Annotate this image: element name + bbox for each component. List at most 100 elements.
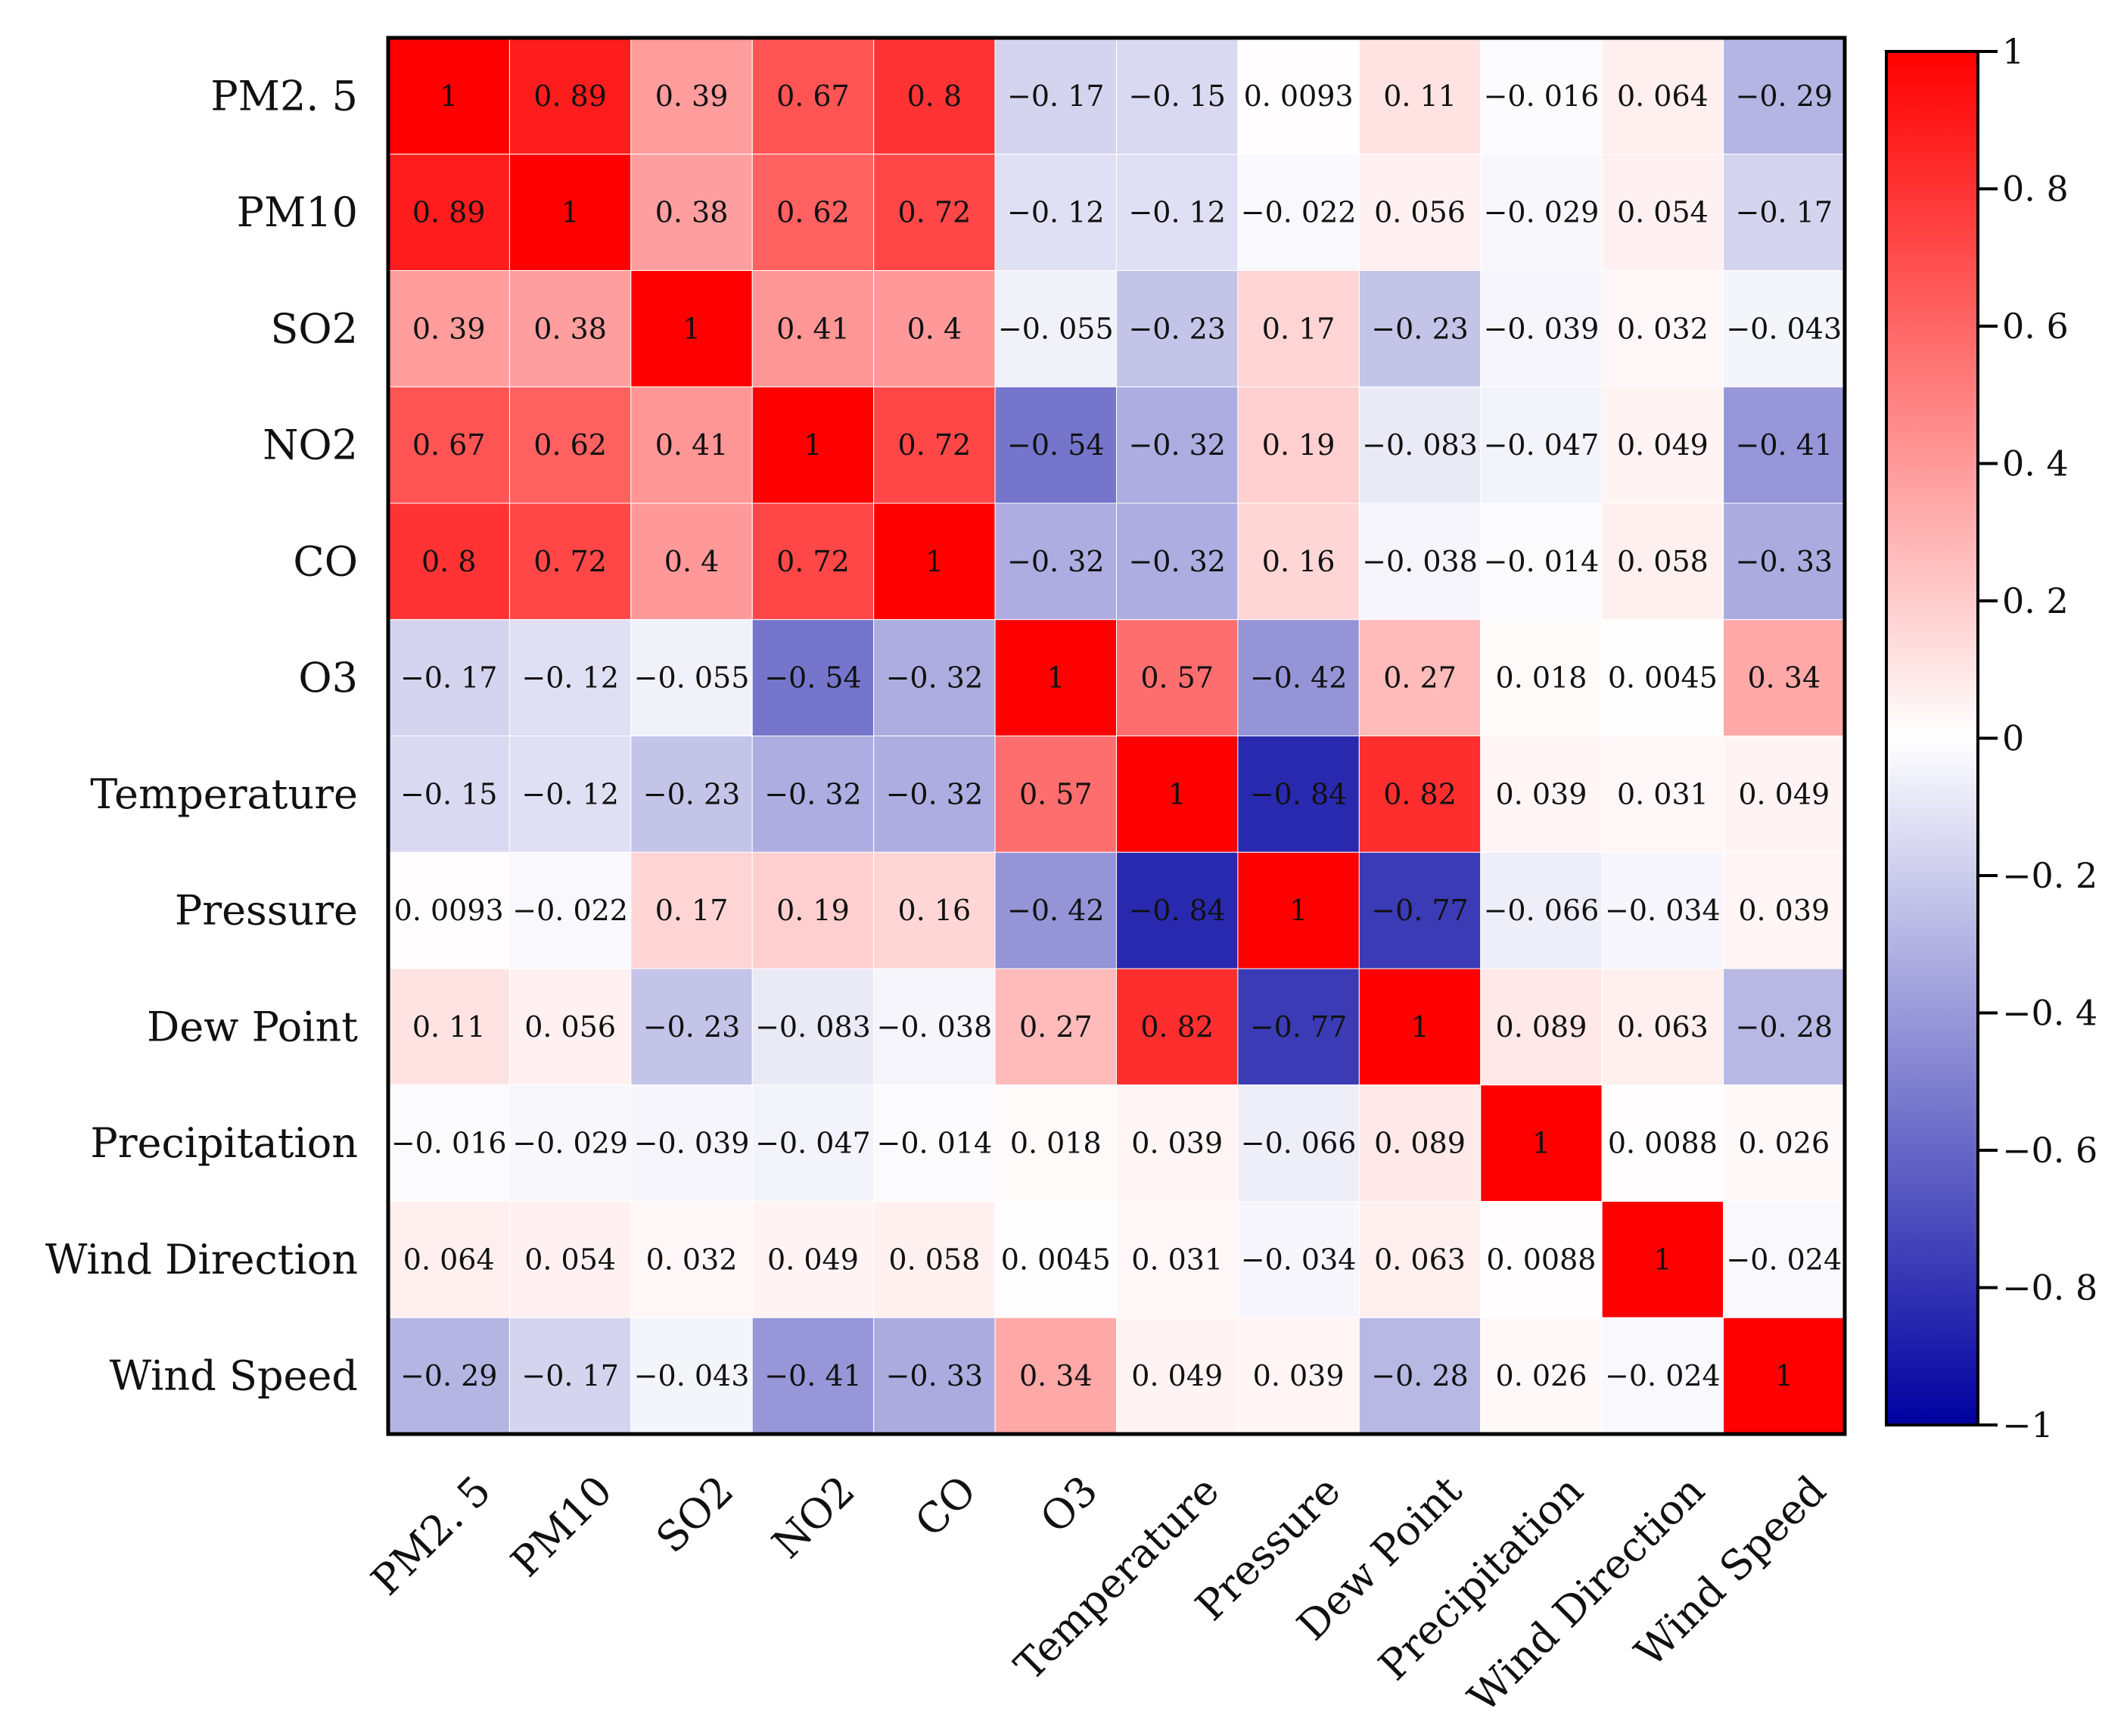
heatmap-cell [873, 270, 996, 387]
cell-value-label: 0. 72 [533, 545, 607, 578]
cell-value-label: −0. 32 [1128, 545, 1226, 578]
cell-value-label: −0. 17 [1007, 79, 1105, 113]
heatmap-cell [1237, 154, 1360, 271]
heatmap-cell [873, 851, 996, 969]
heatmap-cell [508, 968, 632, 1086]
cell-value-label: 0. 026 [1738, 1127, 1830, 1160]
heatmap-cell [1116, 1084, 1239, 1202]
heatmap-cell [1116, 270, 1239, 387]
cell-value-label: 0. 0045 [1001, 1243, 1111, 1276]
row-label: NO2 [263, 422, 358, 469]
cell-value-label: 0. 67 [412, 428, 486, 462]
cell-value-label: −0. 024 [1605, 1359, 1721, 1392]
heatmap-cell [994, 386, 1117, 504]
cell-value-label: 0. 17 [655, 894, 729, 927]
row-label: Temperature [90, 770, 358, 818]
cell-value-label: 0. 049 [1617, 428, 1709, 462]
heatmap-cell [508, 270, 632, 387]
heatmap-cell [751, 968, 875, 1086]
row-label: PM10 [237, 188, 358, 236]
cell-value-label: −0. 84 [1128, 894, 1226, 927]
heatmap-cell [1358, 968, 1482, 1086]
heatmap-cell [1601, 502, 1724, 621]
heatmap-cell [1237, 968, 1360, 1086]
colorbar-tick-label: 0. 4 [2002, 443, 2069, 484]
cell-value-label: 0. 19 [776, 894, 850, 927]
cell-value-label: −0. 12 [521, 777, 619, 810]
heatmap-cell [1116, 1317, 1239, 1435]
cell-value-label: 1 [440, 79, 458, 113]
cell-value-label: 0. 89 [412, 196, 486, 229]
heatmap-cell [1723, 1084, 1845, 1202]
cell-value-label: −0. 12 [521, 661, 619, 695]
heatmap-cell [994, 619, 1117, 736]
heatmap-cell [1723, 968, 1845, 1086]
cell-value-label: 0. 0088 [1486, 1243, 1596, 1276]
heatmap-cell [1116, 154, 1239, 271]
cell-value-label: 0. 063 [1617, 1010, 1709, 1044]
cell-value-label: 0. 19 [1262, 428, 1336, 462]
cell-value-label: −0. 54 [1007, 428, 1105, 462]
cell-value-label: 0. 38 [655, 196, 729, 229]
cell-value-label: 0. 57 [1019, 777, 1093, 810]
heatmap-cell [630, 1084, 753, 1202]
heatmap-cell [508, 386, 632, 504]
cell-value-label: 0. 018 [1010, 1127, 1102, 1160]
heatmap-cell [1480, 968, 1603, 1086]
cell-value-label: −0. 029 [1484, 196, 1600, 229]
heatmap-cell [1723, 37, 1845, 155]
cell-value-label: 0. 82 [1383, 777, 1457, 810]
cell-value-label: −0. 23 [643, 1010, 741, 1044]
heatmap-cell [508, 736, 632, 853]
cell-value-label: 0. 62 [533, 428, 607, 462]
cell-value-label: 0. 62 [776, 196, 850, 229]
heatmap-cell [387, 37, 510, 155]
colorbar-tick-label: 0. 2 [2002, 580, 2069, 621]
heatmap-cell [1480, 851, 1603, 969]
colorbar-tick-label: −0. 4 [2002, 993, 2097, 1034]
cell-value-label: 0. 058 [888, 1243, 980, 1276]
colorbar-tick-label: −0. 6 [2002, 1130, 2097, 1171]
cell-value-label: −0. 33 [1736, 545, 1833, 578]
cell-value-label: 0. 039 [1253, 1359, 1345, 1392]
colorbar-tick-label: −0. 2 [2002, 855, 2097, 896]
heatmap-cell [630, 851, 753, 969]
cell-value-label: −0. 23 [643, 777, 741, 810]
heatmap-cell [1723, 619, 1845, 736]
cell-value-label: 1 [925, 545, 944, 578]
heatmap-cell [508, 37, 632, 155]
cell-value-label: 1 [1289, 894, 1308, 927]
heatmap-cell [1358, 502, 1482, 621]
cell-value-label: −0. 77 [1371, 894, 1469, 927]
heatmap-cell [994, 968, 1117, 1086]
heatmap-cell [994, 1317, 1117, 1435]
colorbar-tick-label: 0. 6 [2002, 306, 2069, 347]
cell-value-label: −0. 038 [877, 1010, 993, 1044]
heatmap-cell [1601, 968, 1724, 1086]
heatmap-cell [1601, 154, 1724, 271]
cell-value-label: −0. 77 [1250, 1010, 1348, 1044]
cell-value-label: −0. 014 [877, 1127, 993, 1160]
cell-value-label: 0. 39 [655, 79, 729, 113]
cell-value-label: 0. 064 [403, 1243, 495, 1276]
cell-value-label: 0. 089 [1374, 1127, 1466, 1160]
cell-value-label: 0. 8 [421, 545, 477, 578]
cell-value-label: −0. 33 [886, 1359, 984, 1392]
cell-value-label: 0. 031 [1131, 1243, 1223, 1276]
heatmap-cell [508, 851, 632, 969]
heatmap-cell [1723, 1201, 1845, 1318]
heatmap-cell [1480, 736, 1603, 853]
cell-value-label: −0. 23 [1128, 312, 1226, 345]
row-label: Wind Speed [110, 1352, 358, 1400]
heatmap-cell [630, 270, 753, 387]
cell-value-label: 0. 026 [1496, 1359, 1587, 1392]
cell-value-label: −0. 066 [1241, 1127, 1357, 1160]
heatmap-cell [1480, 270, 1603, 387]
cell-value-label: −0. 034 [1241, 1243, 1357, 1276]
heatmap-cell [630, 386, 753, 504]
colorbar-tick-label: 0. 8 [2002, 169, 2069, 210]
cell-value-label: 1 [1532, 1127, 1550, 1160]
cell-value-label: −0. 32 [1128, 428, 1226, 462]
cell-value-label: 0. 27 [1383, 661, 1457, 695]
heatmap-cell [751, 270, 875, 387]
